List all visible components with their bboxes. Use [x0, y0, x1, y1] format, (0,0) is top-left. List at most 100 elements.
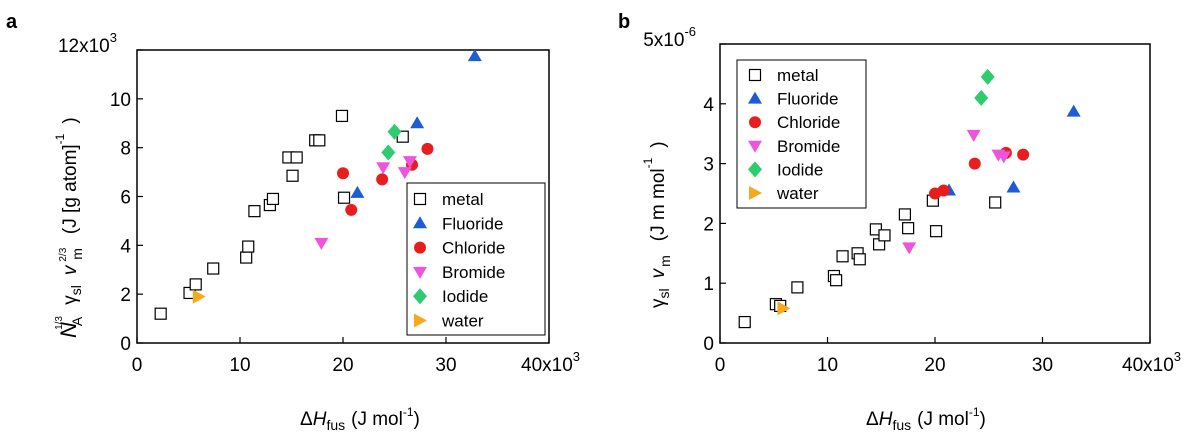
- data-point-metal: [989, 196, 1002, 209]
- data-point-metal: [396, 130, 409, 143]
- xlabel-exp: -1: [969, 405, 980, 419]
- panel-a-legend: metal Fluoride Chloride Bromide Iodide water: [406, 182, 546, 336]
- data-point-iodide: [974, 89, 989, 106]
- x-tick-label: 20: [332, 355, 353, 376]
- svg-text:γslvm(J m mol-1): γsl vm (J m mol-1): [641, 141, 673, 308]
- data-point-metal: [853, 253, 866, 266]
- legend-marker-metal: [413, 192, 427, 206]
- data-point-iodide: [387, 123, 402, 140]
- ylabel-v: v: [648, 267, 669, 278]
- data-point-metal: [335, 109, 349, 123]
- data-point-metal: [290, 151, 303, 164]
- panel-b-legend-box: [736, 59, 867, 209]
- ylabel-close: ): [648, 141, 669, 147]
- y-tick-label: 6: [120, 188, 131, 209]
- panel-b-label: b: [618, 11, 630, 33]
- legend-label-metal: metal: [777, 66, 819, 85]
- ylabel-n-sub: A: [69, 316, 85, 326]
- y-tick-label: 8: [120, 139, 131, 160]
- panel-b-xlabel: ΔHfus (J mol-1): [866, 405, 986, 433]
- data-point-metal: [240, 251, 253, 264]
- data-point-metal: [207, 262, 220, 275]
- legend-label-iodide: Iodide: [777, 160, 823, 179]
- y-tick-label: 4: [703, 95, 714, 116]
- data-point-bromide: [397, 167, 412, 180]
- panel-a-ylabel: 1/3NAγsl v 2/3m (J [g atom]-1): [53, 117, 85, 338]
- ylabel-n: N: [56, 322, 81, 338]
- data-point-metal: [154, 307, 167, 320]
- ylabel-exp: -1: [641, 157, 655, 168]
- legend-marker-metal: [748, 68, 762, 82]
- x-tick-label: 0: [132, 355, 143, 376]
- ylabel-v-sub: m: [657, 255, 673, 267]
- y-tick-label: 4: [120, 236, 131, 257]
- ylabel-v-sup: 2/3: [58, 247, 69, 261]
- data-point-iodide: [980, 68, 995, 85]
- data-point-chloride: [937, 184, 950, 197]
- ylabel-v-sub: m: [69, 248, 85, 260]
- y-tick-label: 10: [110, 90, 131, 111]
- y-tick-label: 0: [703, 334, 714, 355]
- legend-marker-bromide: [413, 266, 427, 279]
- data-point-chloride: [1017, 148, 1030, 161]
- y-tick-exponent: 3: [110, 30, 117, 45]
- data-point-bromide: [902, 242, 917, 255]
- legend-label-water: water: [441, 312, 484, 331]
- legend-label-fluoride: Fluoride: [777, 90, 838, 109]
- ylabel-gamma-sub: sl: [68, 285, 84, 295]
- y-tick-label: 3: [703, 155, 714, 176]
- y-tick-label: 12x103: [58, 30, 117, 57]
- data-point-fluoride: [350, 185, 365, 198]
- panel-b-marks: [738, 68, 1081, 329]
- data-point-metal: [898, 208, 912, 221]
- legend-marker-fluoride: [748, 91, 762, 104]
- y-tick-label: 1: [703, 274, 714, 295]
- x-tick-label: 20: [924, 355, 945, 376]
- xlabel-unit: (J mol: [351, 409, 403, 430]
- panel-a-marks: [154, 49, 482, 320]
- panel-a-label: a: [6, 11, 18, 33]
- data-point-metal: [902, 222, 915, 235]
- data-point-bromide: [996, 151, 1011, 164]
- legend-label-bromide: Bromide: [777, 137, 840, 156]
- xlabel-delta: Δ: [300, 409, 313, 430]
- legend-marker-chloride: [414, 241, 426, 254]
- x-tick-label: 30: [435, 355, 456, 376]
- data-point-bromide: [376, 162, 391, 175]
- legend-label-water: water: [776, 184, 819, 203]
- data-point-fluoride: [1006, 180, 1021, 193]
- legend-label-iodide: Iodide: [442, 287, 488, 306]
- data-point-bromide: [402, 156, 417, 169]
- legend-marker-fluoride: [413, 216, 427, 229]
- data-point-metal: [266, 192, 280, 206]
- data-point-metal: [286, 169, 299, 182]
- xlabel-close: ): [414, 409, 420, 430]
- legend-marker-bromide: [748, 140, 762, 153]
- data-point-metal: [313, 134, 326, 147]
- data-point-bromide: [314, 237, 329, 250]
- data-point-metal: [829, 274, 843, 287]
- panel-a: a 0 10 20 30 40x103 0 2 4 6 8 10 12x103 ΔHfus (J mol…: [6, 11, 580, 433]
- xlabel-delta: Δ: [866, 409, 879, 430]
- data-point-water: [192, 289, 206, 304]
- legend-label-chloride: Chloride: [777, 113, 840, 132]
- legend-marker-iodide: [748, 161, 762, 178]
- x-tick-exponent: 3: [1174, 349, 1181, 364]
- data-point-metal: [242, 240, 255, 253]
- data-point-metal: [836, 250, 849, 263]
- x-tick-label: 10: [817, 355, 838, 376]
- ylabel-v: v: [60, 264, 81, 275]
- x-tick-exponent: 3: [573, 349, 580, 364]
- data-point-chloride: [337, 167, 349, 180]
- data-point-bromide: [966, 129, 981, 142]
- legend-marker-iodide: [413, 288, 427, 305]
- panel-b-ylabel: γsl vm (J m mol-1): [641, 141, 673, 308]
- data-point-chloride: [345, 203, 358, 216]
- panel-b-legend: metal Fluoride Chloride Bromide Iodide water: [736, 59, 867, 209]
- x-tick-label: 40x103: [1122, 349, 1181, 376]
- xlabel-unit: (J mol: [917, 409, 969, 430]
- panel-a-xlabel: ΔHfus (J mol-1): [300, 405, 420, 433]
- data-point-metal: [738, 315, 751, 329]
